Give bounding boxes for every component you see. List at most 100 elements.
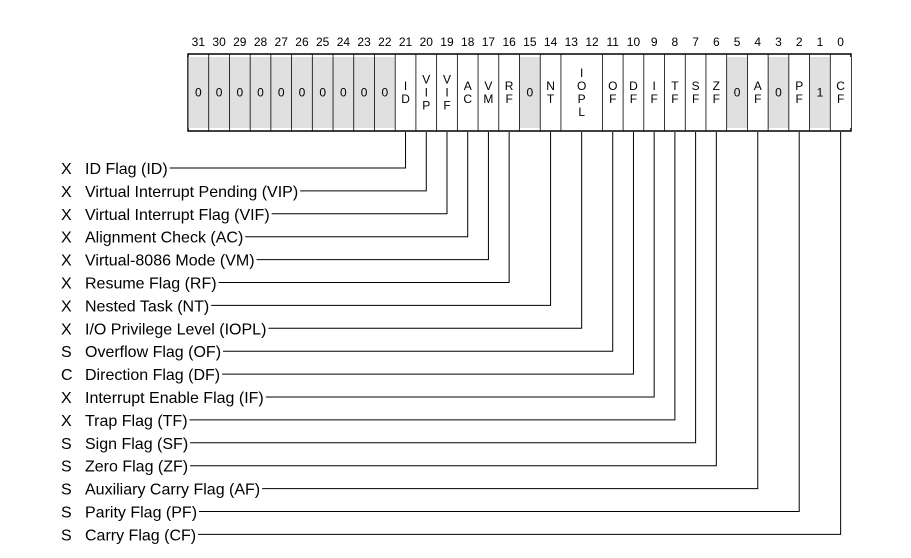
leader-line	[199, 132, 800, 512]
leader-line	[262, 132, 759, 490]
bit-cell-fill	[208, 57, 230, 128]
flag-label: Carry Flag (CF)	[85, 527, 196, 544]
bit-cell-fill	[457, 57, 479, 128]
bit-number-26: 26	[295, 35, 309, 49]
leader-line	[256, 132, 489, 261]
bit-number-27: 27	[275, 35, 289, 49]
bit-cell-18: AC	[456, 54, 479, 131]
bit-cell-10: DF	[622, 54, 644, 131]
cell-letter: T	[547, 92, 555, 106]
flag-label: Interrupt Enable Flag (IF)	[85, 390, 264, 407]
bit-cell-19: VIF	[436, 54, 458, 131]
flag-entry: X ID Flag (ID)	[61, 161, 168, 178]
flag-entry: X Trap Flag (TF)	[61, 413, 188, 430]
flag-type-letter: S	[61, 436, 72, 453]
bit-cell-30: 0	[208, 54, 230, 131]
bit-number-25: 25	[316, 35, 330, 49]
bit-number-18: 18	[461, 35, 475, 49]
cell-value: 0	[361, 86, 368, 100]
leader-lines	[169, 132, 842, 535]
flag-entry: X Virtual Interrupt Flag (VIF)	[61, 207, 270, 224]
bit-cell-28: 0	[249, 54, 271, 131]
flag-type-letter: X	[61, 230, 72, 247]
cell-letter: P	[422, 99, 430, 113]
bit-cell-fill	[664, 57, 686, 128]
flag-label: Overflow Flag (OF)	[85, 344, 221, 361]
cell-value: 0	[236, 86, 243, 100]
flag-type-letter: X	[61, 184, 72, 201]
bit-cell-22: 0	[374, 54, 396, 131]
bit-cell-8: TF	[664, 54, 686, 131]
flag-type-letter: X	[61, 276, 72, 293]
flag-label: Zero Flag (ZF)	[85, 459, 188, 476]
cell-letter: F	[671, 92, 678, 106]
flag-entry: X Alignment Check (AC)	[61, 230, 243, 247]
bit-number-9: 9	[651, 35, 658, 49]
bit-cell-20: VIP	[415, 54, 437, 131]
bit-cell-fill	[643, 57, 665, 128]
bit-cell-fill	[333, 57, 354, 128]
cell-letter: P	[795, 79, 803, 93]
bit-cell-fill	[788, 57, 810, 128]
cell-letter: F	[713, 92, 720, 106]
flag-label: I/O Privilege Level (IOPL)	[85, 321, 266, 338]
bit-cell-fill	[768, 57, 789, 128]
flag-label: Virtual Interrupt Flag (VIF)	[85, 207, 270, 224]
cell-letter: F	[754, 92, 761, 106]
leader-line	[211, 132, 552, 306]
cell-letter: O	[577, 79, 586, 93]
flag-entry: S Carry Flag (CF)	[61, 527, 196, 544]
cell-letter: P	[578, 92, 586, 106]
cell-value: 0	[775, 86, 782, 100]
bit-cell-fill	[270, 57, 292, 128]
bit-cell-fill	[540, 57, 561, 128]
bit-cell-fill	[726, 57, 748, 128]
leader-line	[198, 132, 842, 535]
flag-type-letter: C	[61, 367, 73, 384]
cell-letter: C	[836, 79, 845, 93]
flag-type-letter: X	[61, 390, 72, 407]
bit-cell-fill	[353, 57, 375, 128]
flag-entry: X Virtual Interrupt Pending (VIP)	[61, 184, 298, 201]
bit-cell-2: PF	[788, 54, 810, 131]
leader-line	[271, 132, 448, 215]
bit-cell-fill	[478, 57, 499, 128]
bit-number-31: 31	[192, 35, 206, 49]
bit-cell-fill	[747, 57, 769, 128]
leader-line	[300, 132, 427, 192]
flag-label: Parity Flag (PF)	[85, 505, 197, 522]
flag-type-letter: X	[61, 253, 72, 270]
bit-number-17: 17	[482, 35, 496, 49]
bit-cell-fill	[312, 57, 334, 128]
bit-number-16: 16	[502, 35, 516, 49]
bit-cell-fill	[395, 57, 416, 128]
flag-type-letter: X	[61, 298, 72, 315]
cell-value: 0	[381, 86, 388, 100]
leader-line	[190, 132, 697, 444]
cell-value: 1	[817, 86, 824, 100]
bit-cell-7: SF	[684, 54, 706, 131]
flag-type-letter: X	[61, 161, 72, 178]
bit-cell-1: 1	[809, 54, 831, 131]
cell-letter: A	[464, 79, 472, 93]
cell-letter: N	[546, 79, 555, 93]
flag-label: Sign Flag (SF)	[85, 436, 188, 453]
leader-line	[218, 132, 510, 283]
cell-value: 0	[340, 86, 347, 100]
bit-cell-27: 0	[270, 54, 292, 131]
bit-cell-23: 0	[353, 54, 375, 131]
flag-entry: X I/O Privilege Level (IOPL)	[61, 321, 266, 338]
cell-letter: D	[401, 92, 410, 106]
cell-value: 0	[195, 86, 202, 100]
cell-letter: V	[443, 73, 451, 87]
bit-number-19: 19	[440, 35, 454, 49]
flag-entry: C Direction Flag (DF)	[61, 367, 220, 384]
cell-letter: I	[425, 86, 428, 100]
cell-letter: F	[609, 92, 616, 106]
bit-number-12: 12	[585, 35, 599, 49]
bit-number-8: 8	[672, 35, 679, 49]
flag-type-letter: S	[61, 505, 72, 522]
bit-cell-fill	[685, 57, 706, 128]
